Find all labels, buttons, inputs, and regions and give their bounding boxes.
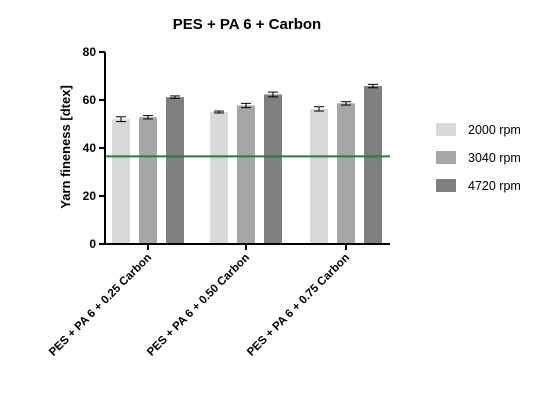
- bar-3-3040-rpm: [337, 103, 355, 244]
- legend-label: 2000 rpm: [468, 123, 521, 137]
- plot-area: [105, 83, 390, 245]
- y-tick-label: 20: [83, 189, 97, 203]
- bar-1-3040-rpm: [139, 117, 157, 244]
- y-tick-label: 80: [83, 45, 97, 59]
- y-tick-label: 0: [89, 237, 96, 251]
- chart-title: PES + PA 6 + Carbon: [173, 16, 321, 33]
- legend-swatch: [436, 123, 456, 136]
- y-tick-label: 60: [83, 93, 97, 107]
- y-axis: 0 20 40 60 80: [83, 45, 106, 251]
- x-tick-label: PES + PA 6 + 0.50 Carbon: [145, 252, 252, 359]
- bar-1-2000-rpm: [112, 119, 130, 244]
- legend-label: 4720 rpm: [468, 179, 521, 193]
- bar-1-4720-rpm: [166, 97, 184, 245]
- bar-2-4720-rpm: [264, 94, 282, 244]
- y-axis-label: Yarn fineness [dtex]: [58, 85, 73, 209]
- legend-swatch: [436, 151, 456, 164]
- bar-3-4720-rpm: [364, 86, 382, 244]
- bar-2-2000-rpm: [210, 112, 228, 244]
- legend: 2000 rpm 3040 rpm 4720 rpm: [436, 123, 521, 193]
- legend-swatch: [436, 179, 456, 192]
- x-tick-label: PES + PA 6 + 0.75 Carbon: [245, 252, 352, 359]
- y-tick-label: 40: [83, 141, 97, 155]
- bar-2-3040-rpm: [237, 105, 255, 245]
- legend-label: 3040 rpm: [468, 151, 521, 165]
- bar-3-2000-rpm: [310, 108, 328, 244]
- x-tick-label: PES + PA 6 + 0.25 Carbon: [47, 252, 154, 359]
